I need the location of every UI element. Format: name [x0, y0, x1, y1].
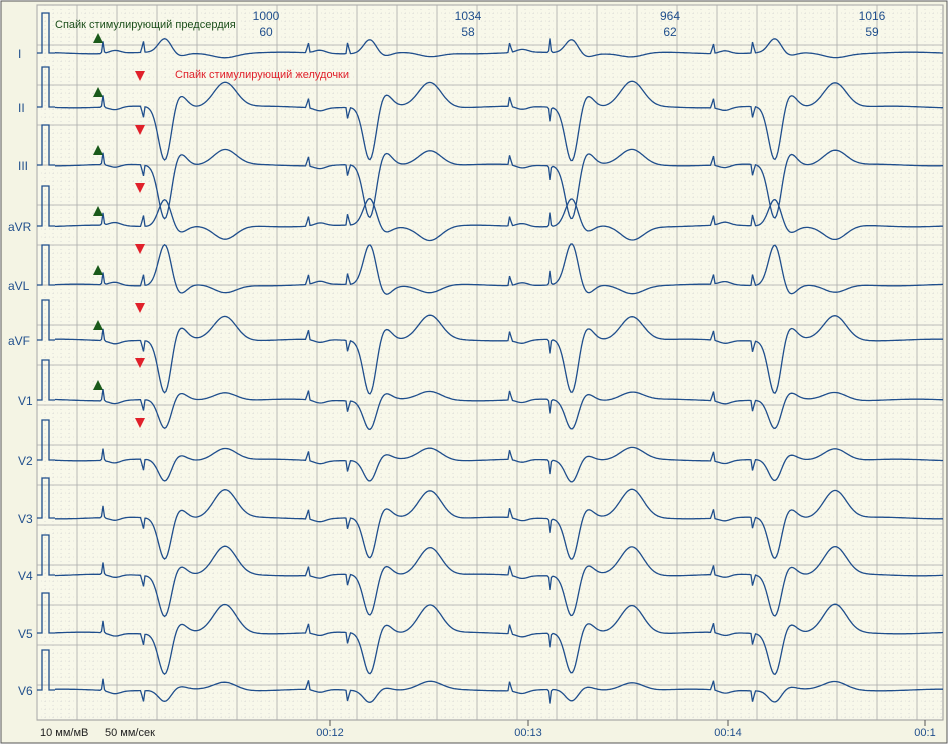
ventricular-marker	[135, 125, 145, 135]
ecg-trace	[55, 446, 943, 483]
lead-label: aVL	[8, 279, 30, 293]
ecg-trace	[54, 603, 944, 676]
ecg-trace	[55, 314, 943, 395]
atrial-marker	[93, 380, 103, 390]
ecg-trace	[54, 38, 943, 59]
lead-label: aVR	[8, 220, 32, 234]
lead-label: V6	[18, 684, 33, 698]
calibration-pulse	[37, 244, 55, 286]
calibration-pulse	[37, 124, 55, 166]
time-label: 00:13	[514, 727, 542, 739]
rr-interval: 1016	[859, 9, 886, 23]
calibration-pulse	[37, 12, 55, 54]
heart-rate: 62	[663, 25, 677, 39]
grid-area	[36, 4, 944, 721]
ventricular-marker	[135, 418, 145, 428]
lead-label: V2	[18, 454, 33, 468]
ecg-trace	[55, 488, 943, 560]
ventricular-marker	[135, 303, 145, 313]
calibration-pulse	[37, 299, 55, 341]
rr-interval: 964	[660, 9, 680, 23]
lead-label: V3	[18, 512, 33, 526]
time-label: 00:12	[316, 727, 344, 739]
atrial-marker	[93, 206, 103, 216]
atrial-marker	[93, 145, 103, 155]
atrial-marker	[93, 320, 103, 330]
atrial-marker	[93, 33, 103, 43]
lead-label: II	[18, 101, 25, 115]
rr-interval: 1000	[253, 9, 280, 23]
ecg-trace	[54, 545, 944, 618]
ecg-trace	[55, 243, 943, 295]
rr-interval: 1034	[455, 9, 482, 23]
calibration-pulse	[37, 592, 55, 634]
ventricular-marker	[135, 358, 145, 368]
atrial-marker	[93, 87, 103, 97]
ecg-trace	[55, 389, 944, 431]
ecg-trace	[55, 197, 944, 242]
ventricular-marker	[135, 71, 145, 81]
calibration-pulse	[37, 419, 55, 461]
gain-label: 10 мм/мВ	[40, 727, 88, 739]
grid	[36, 4, 943, 720]
ventricular-marker	[135, 244, 145, 254]
time-label: 00:1	[914, 727, 935, 739]
ecg-trace	[54, 678, 943, 704]
lead-label: aVF	[8, 334, 30, 348]
atrial-marker	[93, 265, 103, 275]
markers	[93, 33, 145, 428]
ecg-trace	[55, 80, 943, 162]
lead-label: I	[18, 47, 21, 61]
atrial-annotation: Спайк стимулирующий предсердия	[55, 19, 236, 31]
ventricular-annotation: Спайк стимулирующий желудочки	[175, 69, 349, 81]
calibration-pulse	[37, 66, 55, 108]
calibration-pulse	[37, 649, 55, 691]
lead-label: III	[18, 159, 28, 173]
lead-label: V4	[18, 569, 33, 583]
heart-rate: 58	[461, 25, 475, 39]
calibration-pulse	[37, 359, 55, 401]
calibration-pulse	[37, 477, 55, 519]
lead-label: V5	[18, 627, 33, 641]
ventricular-marker	[135, 183, 145, 193]
calibration-pulse	[37, 185, 55, 227]
ecg-trace	[55, 148, 943, 220]
speed-label: 50 мм/сек	[105, 727, 155, 739]
heart-rate: 60	[259, 25, 273, 39]
calibration-pulse	[37, 534, 55, 576]
lead-label: V1	[18, 394, 33, 408]
time-label: 00:14	[714, 727, 742, 739]
heart-rate: 59	[865, 25, 879, 39]
